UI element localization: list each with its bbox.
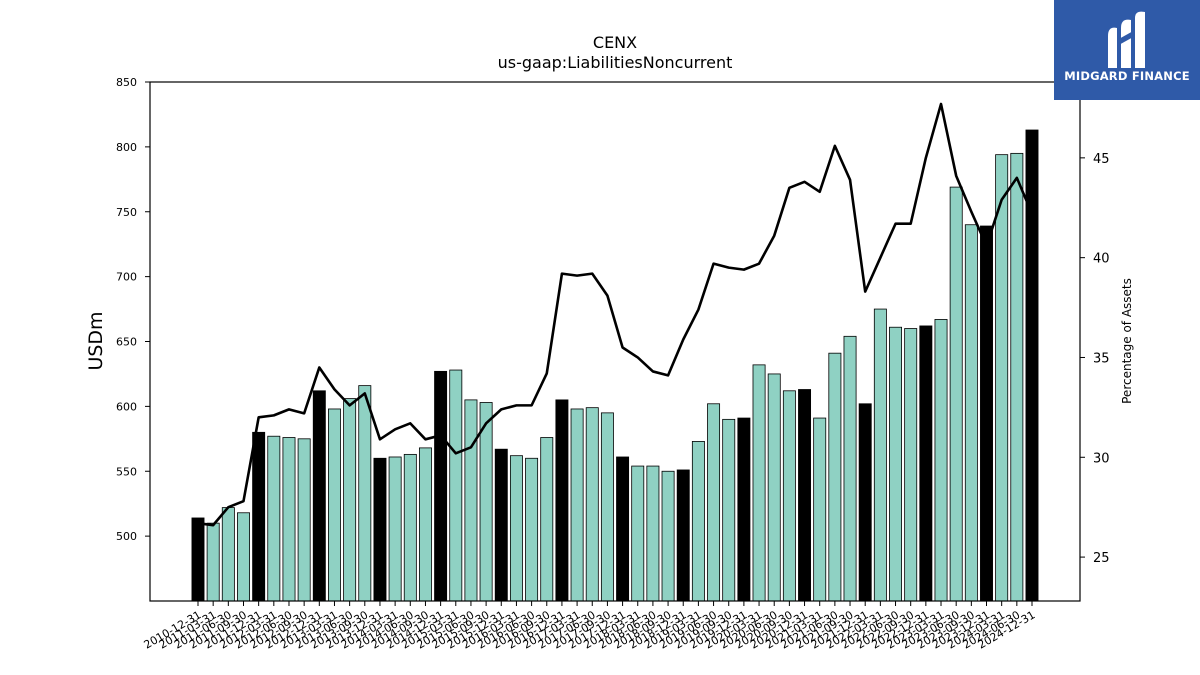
bar-2022-12-31	[919, 325, 933, 602]
bar-2019-09-30	[722, 418, 736, 602]
bar-2016-06-30	[525, 457, 539, 602]
y-tick-label-750: 750	[116, 206, 137, 219]
y-axis-right: 25 30 35 40 45	[1080, 152, 1110, 566]
bars-group	[191, 129, 1039, 602]
bar-2017-12-31	[616, 456, 630, 602]
chart-subtitle: us-gaap:LiabilitiesNoncurrent	[498, 53, 733, 72]
brand-logo: MIDGARD FINANCE	[1054, 0, 1200, 100]
bar-2020-06-30	[767, 373, 781, 602]
bar-2017-09-30	[600, 412, 614, 602]
bar-2021-12-31	[858, 403, 872, 602]
bar-2023-06-30	[949, 186, 963, 602]
brand-name: MIDGARD FINANCE	[1064, 69, 1190, 83]
bar-2014-06-30	[403, 453, 417, 602]
bar-2016-09-30	[540, 437, 554, 602]
bar-2013-03-31	[328, 408, 341, 602]
bar-2015-12-31	[494, 448, 508, 602]
bar-2012-09-30	[297, 438, 311, 602]
line-group	[197, 102, 1034, 527]
bar-2011-06-30	[221, 507, 235, 602]
bar-2023-12-31	[980, 225, 993, 602]
bar-2014-09-30	[418, 447, 432, 602]
bar-2011-09-30	[237, 512, 250, 602]
bar-2022-03-31	[873, 308, 887, 602]
bar-2012-03-31	[267, 435, 281, 602]
bar-2021-09-30	[843, 335, 857, 602]
bar-2023-03-31	[934, 319, 948, 602]
bar-2013-06-30	[343, 398, 357, 602]
y-tick-label-500: 500	[116, 530, 137, 543]
bar-2022-09-30	[904, 328, 918, 602]
y-tick-label-650: 650	[116, 336, 137, 349]
bar-2020-12-31	[798, 389, 812, 602]
bar-2023-09-30	[964, 224, 978, 602]
y2-axis-label: Percentage of Assets	[1120, 278, 1134, 404]
bar-2024-03-31	[995, 154, 1009, 602]
bar-2021-06-30	[828, 352, 842, 602]
bar-2018-12-31	[676, 469, 690, 602]
bar-2024-06-30	[1010, 152, 1024, 602]
bar-2012-12-31	[312, 390, 326, 602]
bar-2012-06-30	[282, 437, 296, 602]
bar-2011-03-31	[206, 522, 220, 602]
y2-tick-label-30: 30	[1093, 451, 1110, 466]
bar-2020-03-31	[752, 364, 766, 602]
y-tick-label-600: 600	[116, 400, 137, 413]
bar-2013-09-30	[358, 385, 372, 602]
bar-2018-09-30	[661, 470, 675, 602]
y2-tick-label-40: 40	[1093, 252, 1110, 267]
bar-2016-03-31	[509, 455, 523, 602]
bar-2018-06-30	[646, 465, 660, 602]
y-axis-left: 500 550 600 650 700 750 800 850	[116, 76, 150, 543]
bar-2019-06-30	[707, 403, 721, 602]
bar-2015-06-30	[464, 399, 478, 602]
midgard-logo-icon	[1108, 11, 1145, 69]
y2-tick-label-45: 45	[1093, 152, 1110, 167]
bar-2022-06-30	[889, 326, 902, 602]
bar-2013-12-31	[373, 457, 387, 602]
bar-2020-09-30	[782, 390, 796, 602]
chart-title: CENX	[593, 33, 637, 52]
bar-2011-12-31	[252, 431, 266, 602]
bar-2015-03-31	[449, 369, 463, 602]
pct-line	[197, 102, 1034, 527]
y-tick-label-700: 700	[116, 271, 137, 284]
y2-tick-label-25: 25	[1093, 551, 1110, 566]
x-axis: 2010-12-312011-03-312011-06-302011-09-30…	[142, 601, 1038, 652]
bar-2018-03-31	[631, 465, 645, 602]
bar-2016-12-31	[555, 399, 569, 602]
bar-2017-03-31	[570, 408, 584, 602]
bar-2019-12-31	[737, 417, 751, 602]
bar-2014-12-31	[434, 370, 448, 602]
bar-2017-06-30	[585, 407, 599, 602]
y-tick-label-850: 850	[116, 76, 137, 89]
y-tick-label-800: 800	[116, 141, 137, 154]
bar-2021-03-31	[813, 417, 827, 602]
bar-2010-12-31	[191, 517, 205, 602]
y-tick-label-550: 550	[116, 465, 137, 478]
y2-tick-label-35: 35	[1093, 351, 1110, 366]
y-axis-label: USDm	[85, 311, 107, 370]
bar-2019-03-31	[691, 441, 705, 602]
bar-2014-03-31	[388, 456, 402, 602]
